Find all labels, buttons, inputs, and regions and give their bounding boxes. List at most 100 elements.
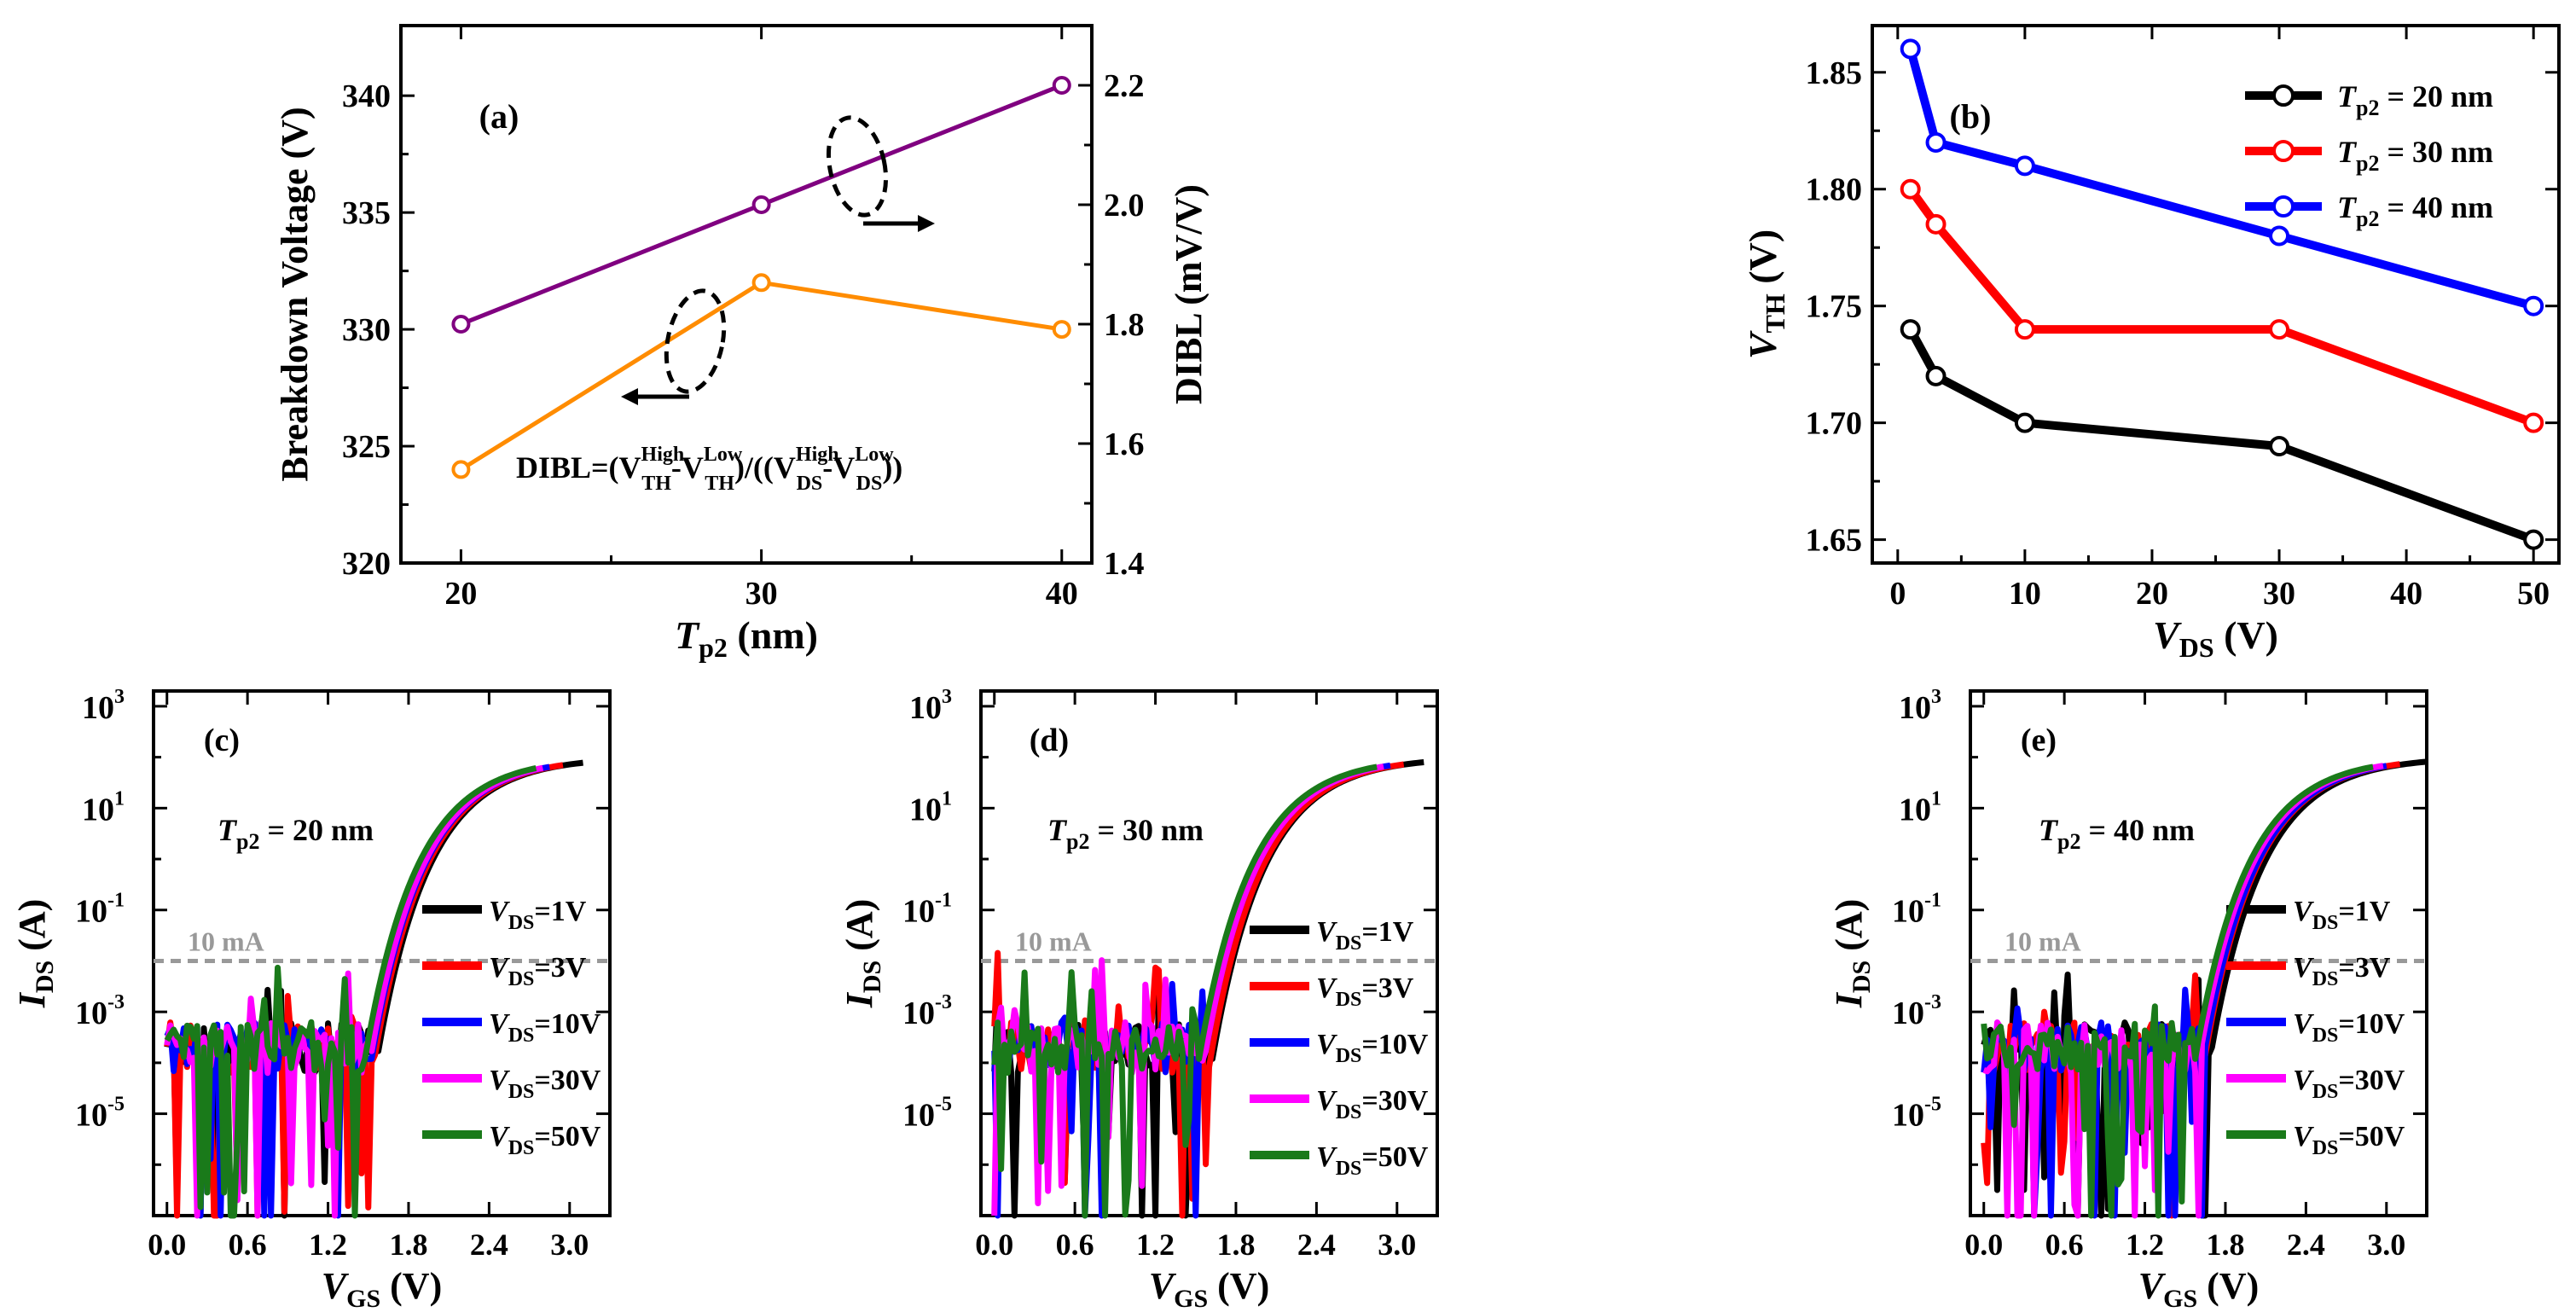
annotation-text: = 30 nm bbox=[1089, 813, 1204, 847]
y-tick-label: 10-1 bbox=[75, 890, 125, 930]
x-axis-unit: (V) bbox=[2197, 1265, 2259, 1307]
tick-base: 10 bbox=[82, 792, 114, 827]
x-tick-label: 10 bbox=[2009, 576, 2041, 612]
legend-label: VDS=1V bbox=[489, 896, 587, 934]
legend-symbol: V bbox=[489, 1065, 510, 1096]
legend-symbol: V bbox=[2293, 1008, 2314, 1040]
dibl-formula: DIBL=(VHigh TH-VLow TH)/((VHigh DS-VLow DS)) bbox=[516, 444, 902, 495]
data-point bbox=[2014, 155, 2035, 177]
tick-base: 10 bbox=[902, 894, 935, 930]
y-tick-label-left: 320 bbox=[342, 546, 391, 582]
data-point bbox=[2523, 295, 2544, 316]
legend-symbol: V bbox=[2293, 952, 2314, 984]
legend-label: VDS=50V bbox=[489, 1121, 601, 1159]
x-tick-label: 2.4 bbox=[470, 1228, 508, 1262]
tick-base: 10 bbox=[909, 690, 942, 726]
data-point bbox=[2014, 319, 2035, 340]
data-point bbox=[2014, 412, 2035, 433]
legend-subscript: DS bbox=[508, 1081, 535, 1103]
reference-line-label: 10 mA bbox=[188, 926, 264, 956]
x-axis-subscript: GS bbox=[346, 1285, 380, 1312]
y-axis-symbol: I bbox=[1828, 991, 1870, 1008]
tick-base: 10 bbox=[1899, 792, 1931, 827]
formula-sup: Low bbox=[855, 444, 894, 466]
formula-sub: DS bbox=[856, 473, 883, 495]
y-axis-unit: (V) bbox=[1741, 229, 1784, 293]
curve-annotation: Tp2 = 40 nm bbox=[2039, 813, 2195, 854]
data-point bbox=[2523, 412, 2544, 433]
y-axis-label-right: DIBL (mV/V) bbox=[1168, 184, 1210, 404]
x-axis-label: VDS (V) bbox=[2153, 613, 2278, 663]
legend-text: = 20 nm bbox=[2379, 79, 2493, 113]
x-tick-label: 1.2 bbox=[1136, 1228, 1175, 1262]
formula-part: )) bbox=[882, 450, 902, 485]
legend-subscript: p2 bbox=[2356, 151, 2379, 176]
panel-b: 0 10 20 30 40 50 1.65 1.70 1.75 1.80 1.85 Tp2 = 20 … bbox=[1741, 24, 2561, 663]
tick-exponent: -3 bbox=[935, 991, 952, 1013]
series-line bbox=[460, 280, 1063, 472]
legend-symbol: T bbox=[2337, 190, 2358, 224]
legend-subscript: DS bbox=[508, 912, 535, 934]
annotation-text: = 20 nm bbox=[259, 813, 374, 847]
annotation-subscript: p2 bbox=[1066, 829, 1089, 854]
legend-text: =30V bbox=[534, 1065, 600, 1096]
legend-subscript: DS bbox=[1336, 1101, 1362, 1123]
legend-symbol: V bbox=[1316, 916, 1337, 948]
y-tick-label: 10-1 bbox=[1892, 890, 1941, 930]
x-tick-label: 0 bbox=[1889, 576, 1906, 612]
x-axis-label: VGS (V) bbox=[2138, 1265, 2259, 1312]
series-curve bbox=[164, 765, 537, 1219]
x-tick-label: 0.6 bbox=[229, 1228, 267, 1262]
y-tick-label-left: 325 bbox=[342, 429, 391, 465]
legend-text: =10V bbox=[534, 1008, 600, 1040]
y-axis-symbol: V bbox=[1741, 330, 1784, 359]
data-point bbox=[1052, 76, 1071, 95]
legend-symbol: V bbox=[1316, 1141, 1337, 1173]
x-tick-label: 30 bbox=[2263, 576, 2295, 612]
y-tick-label: 1.85 bbox=[1806, 55, 1863, 91]
legend-subscript: DS bbox=[2312, 968, 2339, 990]
data-point bbox=[1900, 38, 1921, 60]
tick-exponent: -5 bbox=[935, 1094, 952, 1116]
legend-subscript: DS bbox=[1336, 1158, 1362, 1180]
tick-base: 10 bbox=[902, 996, 935, 1031]
tick-exponent: -1 bbox=[1924, 890, 1941, 912]
annotation-symbol: T bbox=[1047, 813, 1068, 847]
legend-label: VDS=30V bbox=[489, 1065, 601, 1103]
formula-sub: DS bbox=[797, 473, 823, 495]
x-tick-label: 30 bbox=[746, 576, 778, 612]
x-tick-label: 1.2 bbox=[2126, 1228, 2164, 1262]
tick-base: 10 bbox=[902, 1098, 935, 1134]
data-point bbox=[1052, 320, 1071, 340]
legend-label: VDS=50V bbox=[1316, 1141, 1429, 1180]
y-tick-label: 10-5 bbox=[75, 1094, 125, 1134]
arrow-left-head bbox=[621, 388, 638, 405]
x-tick-label: 0.0 bbox=[975, 1228, 1013, 1262]
data-point bbox=[2269, 319, 2290, 340]
x-axis-label: VGS (V) bbox=[322, 1265, 442, 1312]
tick-exponent: 3 bbox=[1931, 686, 1941, 708]
legend-symbol: V bbox=[2293, 1121, 2314, 1152]
formula-sup: High bbox=[796, 444, 839, 466]
y-tick-label: 1.70 bbox=[1806, 406, 1863, 442]
y-tick-label: 10-3 bbox=[75, 991, 125, 1031]
legend-label: VDS=10V bbox=[489, 1008, 601, 1047]
legend-symbol: T bbox=[2337, 135, 2358, 169]
legend-subscript: DS bbox=[508, 1025, 535, 1047]
legend-subscript: DS bbox=[2312, 1025, 2339, 1047]
legend-subscript: DS bbox=[1336, 932, 1362, 955]
y-tick-label: 10-5 bbox=[902, 1094, 952, 1134]
legend-label: VDS=1V bbox=[2293, 896, 2391, 934]
y-tick-label: 1.65 bbox=[1806, 523, 1863, 559]
x-axis-label: Tp2 (nm) bbox=[675, 613, 818, 663]
x-tick-label: 2.4 bbox=[1297, 1228, 1336, 1262]
y-axis-label: IDS (A) bbox=[11, 899, 59, 1009]
y-axis-label-left: Breakdown Voltage (V) bbox=[274, 107, 316, 481]
legend-label: VDS=1V bbox=[1316, 916, 1414, 955]
legend-symbol: T bbox=[2337, 79, 2358, 113]
legend-text: = 40 nm bbox=[2379, 190, 2493, 224]
y-tick-label-left: 340 bbox=[342, 78, 391, 114]
